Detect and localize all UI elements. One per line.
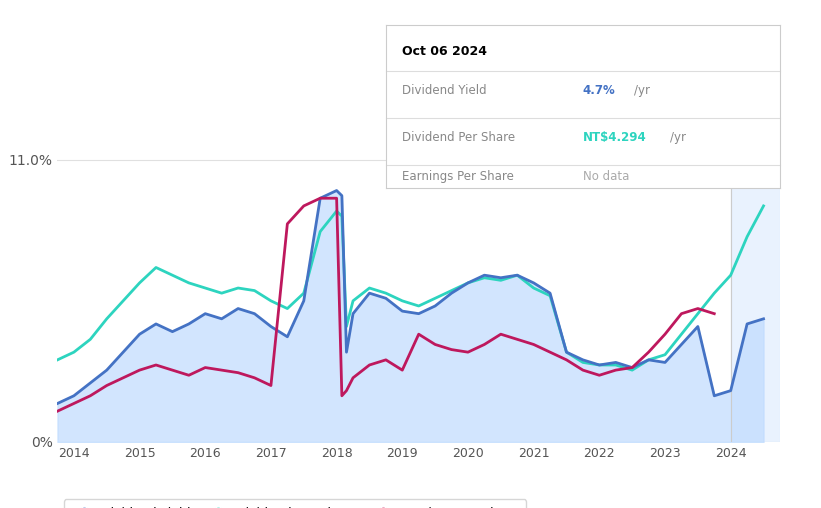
Text: Dividend Yield: Dividend Yield [401, 84, 486, 97]
Text: Dividend Per Share: Dividend Per Share [401, 131, 515, 144]
Text: Oct 06 2024: Oct 06 2024 [401, 45, 487, 58]
Text: Earnings Per Share: Earnings Per Share [401, 170, 513, 183]
Text: 4.7%: 4.7% [583, 84, 616, 97]
Text: /yr: /yr [634, 84, 650, 97]
Text: No data: No data [583, 170, 629, 183]
Legend: Dividend Yield, Dividend Per Share, Earnings Per Share: Dividend Yield, Dividend Per Share, Earn… [64, 499, 526, 508]
Text: /yr: /yr [670, 131, 686, 144]
Text: Past: Past [734, 136, 760, 148]
Bar [731, 137, 780, 442]
Text: NT$4.294: NT$4.294 [583, 131, 647, 144]
